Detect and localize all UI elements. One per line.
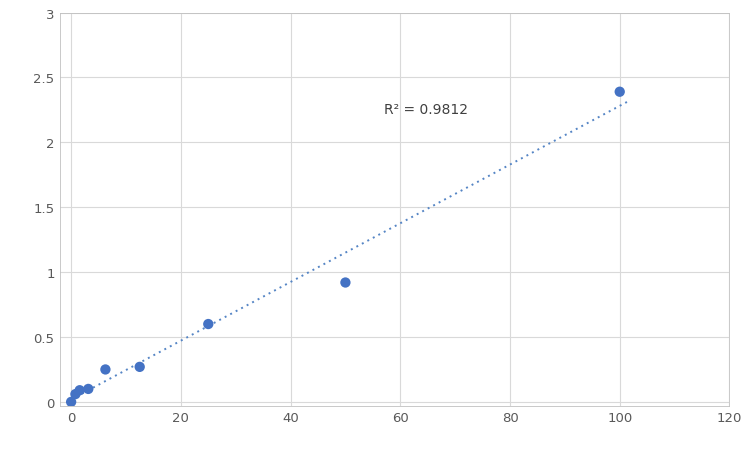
Point bbox=[65, 398, 77, 405]
Point bbox=[74, 387, 86, 394]
Point bbox=[202, 321, 214, 328]
Text: R² = 0.9812: R² = 0.9812 bbox=[384, 102, 468, 116]
Point bbox=[82, 386, 94, 393]
Point bbox=[99, 366, 111, 373]
Point bbox=[614, 89, 626, 96]
Point bbox=[69, 391, 81, 398]
Point bbox=[339, 279, 351, 286]
Point bbox=[134, 364, 146, 371]
